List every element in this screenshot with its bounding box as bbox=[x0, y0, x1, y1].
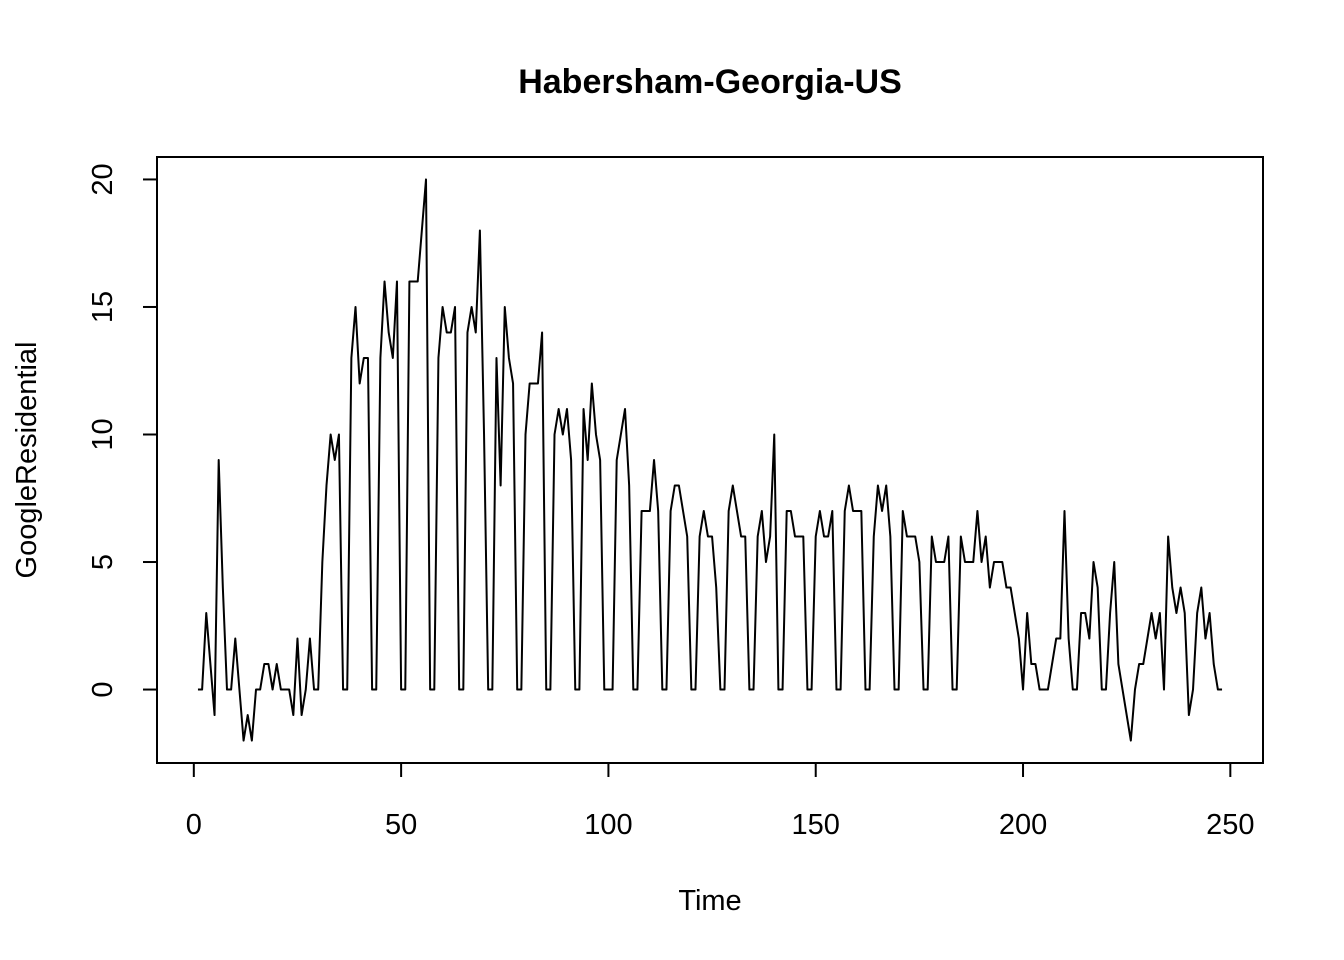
y-tick-label: 15 bbox=[87, 291, 119, 323]
x-tick-label: 100 bbox=[584, 809, 632, 841]
y-tick-label: 0 bbox=[87, 681, 119, 697]
x-tick-label: 150 bbox=[792, 809, 840, 841]
chart-title: Habersham-Georgia-US bbox=[518, 63, 902, 101]
x-tick-label: 200 bbox=[999, 809, 1047, 841]
series-line bbox=[197, 178, 1223, 742]
y-axis: 0 5 10 15 20 bbox=[87, 163, 158, 698]
x-tick-label: 250 bbox=[1206, 809, 1254, 841]
y-tick-label: 20 bbox=[87, 163, 119, 195]
y-axis-label: GoogleResidential bbox=[11, 342, 43, 579]
x-tick-label: 50 bbox=[385, 809, 417, 841]
y-tick-label: 10 bbox=[87, 418, 119, 450]
plot-frame bbox=[156, 156, 1264, 764]
x-axis: 0 50 100 150 200 250 bbox=[186, 762, 1255, 841]
x-axis-label: Time bbox=[678, 885, 741, 917]
x-tick-label: 0 bbox=[186, 809, 202, 841]
y-tick-label: 5 bbox=[87, 554, 119, 570]
